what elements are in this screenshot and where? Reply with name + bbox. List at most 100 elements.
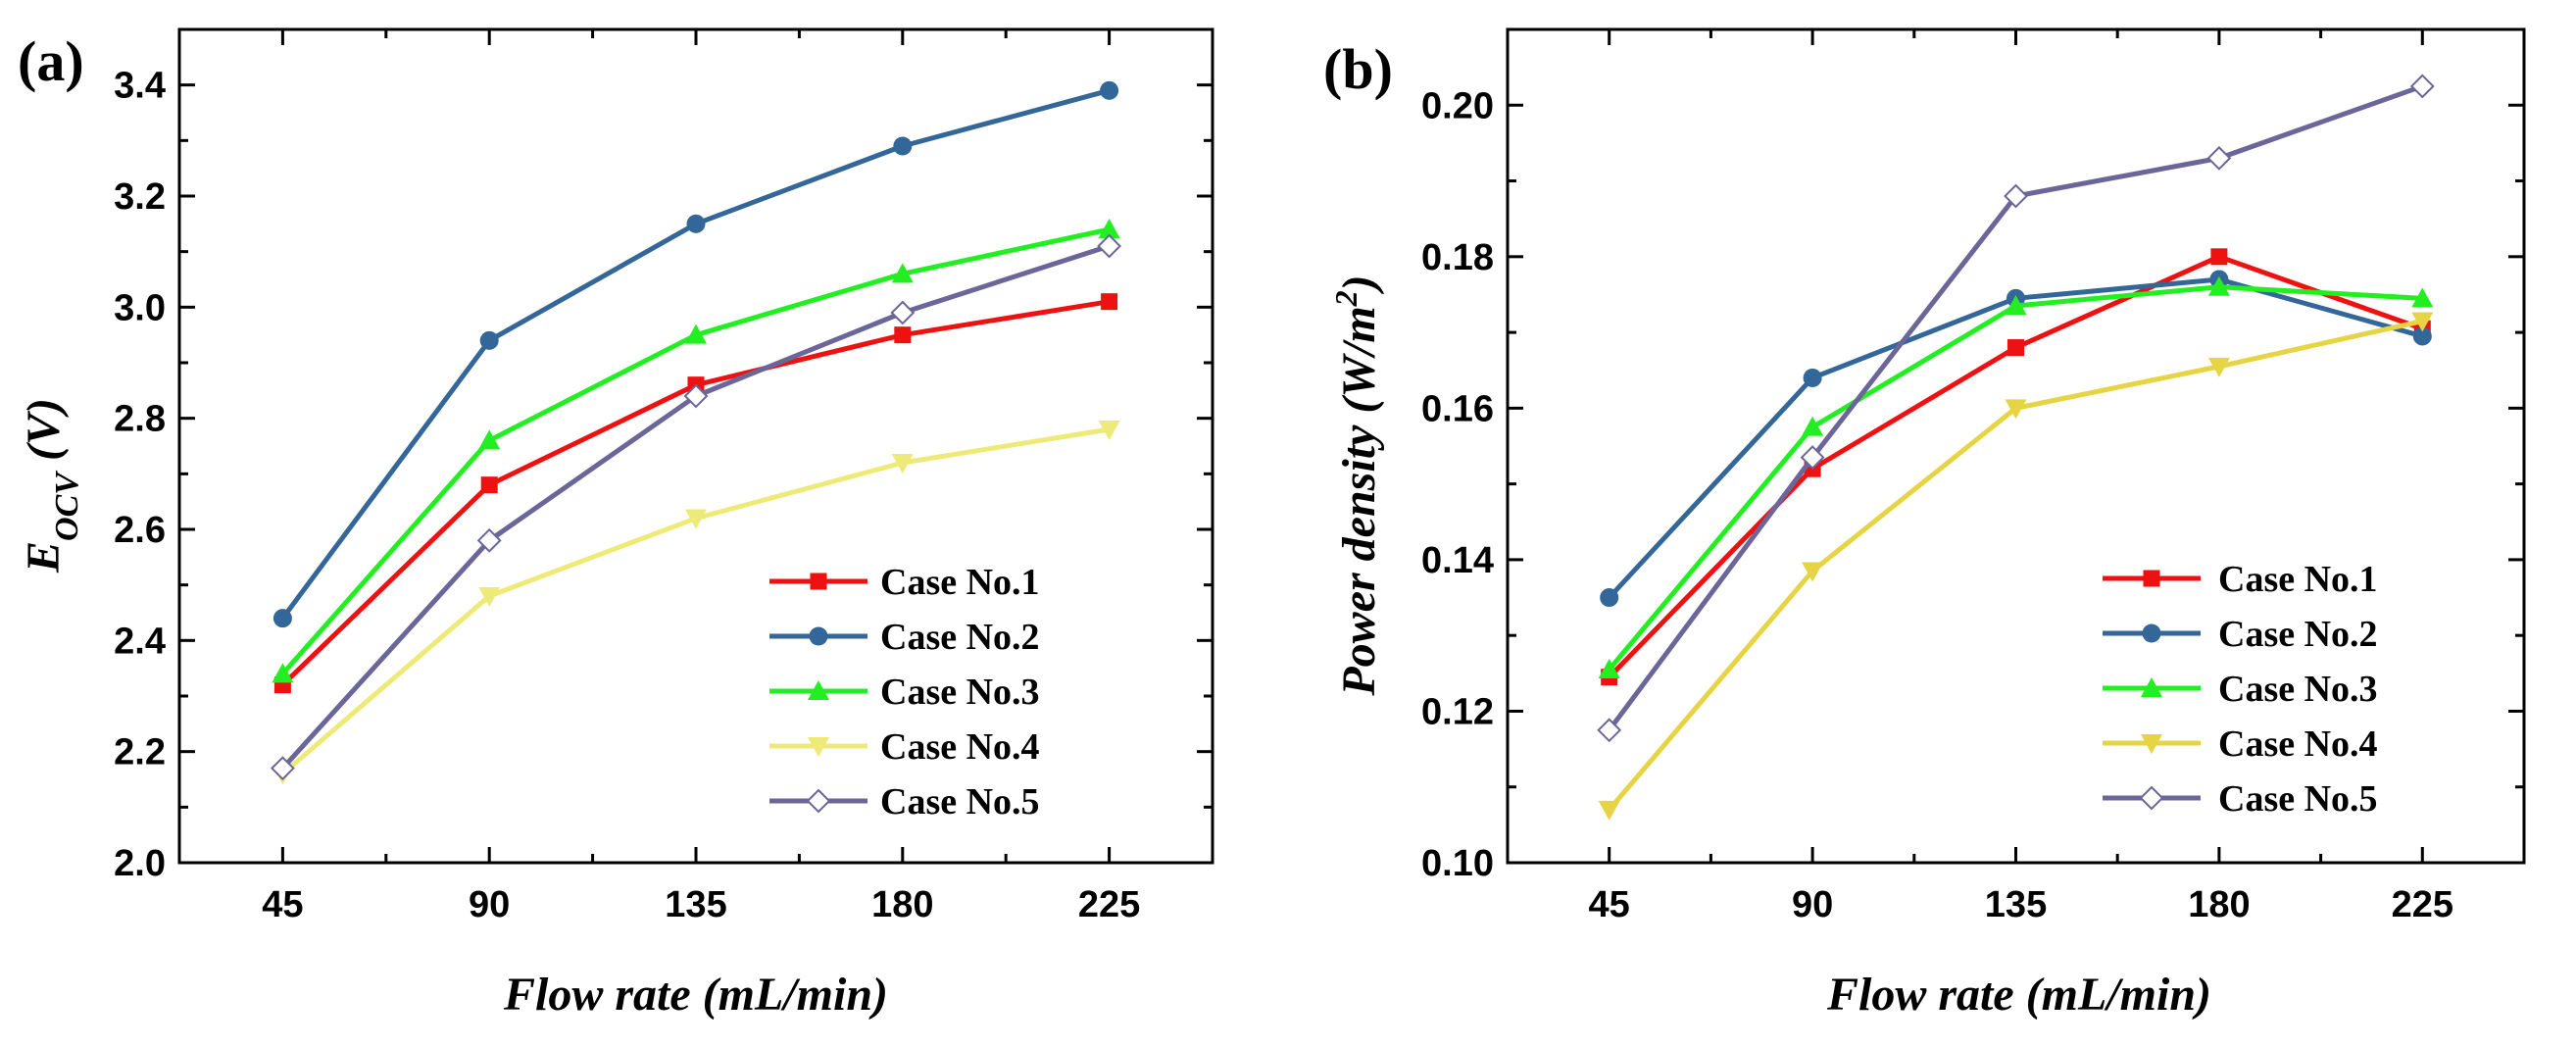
data-point: [893, 136, 913, 156]
x-axis-title: Flow rate (mL/min): [503, 969, 888, 1021]
legend-item: Case No.2: [2103, 614, 2378, 655]
data-point: [479, 330, 499, 350]
legend-marker: [2141, 677, 2162, 697]
legend-item: Case No.2: [769, 617, 1040, 658]
data-point: [2210, 248, 2228, 266]
data-point: [685, 324, 707, 344]
data-point: [2004, 183, 2028, 209]
data-point: [894, 326, 912, 344]
y-tick-label: 0.20: [1421, 85, 1494, 126]
legend-label: Case No.3: [880, 672, 1040, 713]
data-point: [480, 476, 498, 494]
legend-item: Case No.4: [769, 726, 1040, 768]
data-point: [1598, 658, 1620, 678]
x-tick-label: 90: [1792, 884, 1833, 925]
x-tick-label: 45: [262, 884, 303, 925]
data-point: [2207, 357, 2230, 377]
data-point: [1097, 233, 1122, 259]
y-tick-label: 3.0: [114, 287, 166, 328]
data-point: [1100, 80, 1119, 100]
data-point: [272, 663, 294, 683]
data-point: [2207, 275, 2230, 296]
plot-frame: [177, 27, 1214, 865]
legend-marker: [808, 737, 829, 757]
legend-marker: [2139, 785, 2164, 811]
legend-label: Case No.1: [2218, 559, 2378, 600]
data-point: [2005, 295, 2027, 316]
data-point: [1598, 800, 1620, 821]
data-point: [891, 454, 914, 474]
data-point: [1803, 368, 1822, 387]
data-point: [1101, 293, 1118, 311]
data-point: [272, 609, 292, 628]
x-tick-label: 90: [469, 884, 510, 925]
legend-marker: [810, 573, 827, 590]
legend-item: Case No.4: [2103, 723, 2378, 765]
legend-label: Case No.1: [880, 562, 1040, 603]
y-axis-title: Power density (W/m2): [1328, 274, 1385, 696]
x-tick-label: 180: [2188, 884, 2250, 925]
legend-marker: [2142, 623, 2161, 643]
panel-label-b: (b): [1323, 37, 1393, 101]
y-tick-label: 0.10: [1421, 843, 1494, 884]
data-point: [683, 383, 709, 409]
y-tick-label: 3.2: [114, 176, 166, 218]
data-point: [2005, 399, 2027, 420]
legend-item: Case No.5: [2103, 778, 2378, 820]
data-point: [1800, 445, 1825, 471]
y-tick-label: 0.18: [1421, 237, 1494, 278]
y-tick-label: 2.0: [114, 843, 166, 884]
x-tick-label: 180: [871, 884, 933, 925]
data-point: [1802, 562, 1824, 582]
legend-marker: [2143, 570, 2160, 587]
legend-item: Case No.5: [769, 781, 1040, 823]
legend-label: Case No.2: [2218, 614, 2378, 655]
legend-label: Case No.3: [2218, 669, 2378, 710]
series-3: [272, 219, 1120, 683]
x-tick-label: 225: [1078, 884, 1140, 925]
y-axis-title-main: E: [18, 541, 70, 573]
x-tick-label: 135: [665, 884, 726, 925]
data-point: [2412, 326, 2432, 346]
y-axis-title-close: ): [1333, 274, 1385, 294]
data-point: [270, 756, 295, 781]
data-point: [2411, 312, 2434, 332]
legend-label: Case No.5: [880, 781, 1040, 823]
series-2: [272, 80, 1119, 628]
x-tick-label: 45: [1589, 884, 1630, 925]
data-point: [1597, 718, 1622, 743]
panel-label-a: (a): [18, 29, 84, 93]
y-axis-title-unit: (V): [18, 398, 70, 473]
series-line: [280, 87, 1111, 621]
legend-item: Case No.3: [2103, 669, 2378, 710]
series-2: [1600, 270, 2432, 608]
legend-label: Case No.4: [880, 726, 1040, 768]
data-point: [2411, 287, 2434, 308]
x-tick-label: 135: [1985, 884, 2047, 925]
chart-b: 45 90 135 180 225 0.10 0.12 0.14 0.16 0.18 0.20 Flo…: [1328, 27, 2526, 1021]
data-point: [1802, 416, 1824, 436]
legend-item: Case No.3: [769, 672, 1040, 713]
y-tick-label: 0.12: [1421, 691, 1494, 732]
series-5: [270, 233, 1122, 781]
legend-label: Case No.4: [2218, 723, 2378, 765]
y-tick-label: 2.6: [114, 510, 166, 551]
series-4: [1598, 312, 2434, 821]
data-point: [686, 214, 706, 233]
y-tick-label: 3.4: [114, 66, 166, 107]
data-point: [891, 263, 914, 283]
legend-marker: [806, 788, 831, 814]
legend-marker: [808, 680, 829, 700]
y-tick-label: 2.4: [114, 621, 166, 662]
y-tick-label: 0.16: [1421, 388, 1494, 429]
y-axis-title-main: Power density (W/m: [1333, 306, 1385, 696]
legend-label: Case No.2: [880, 617, 1040, 658]
legend-marker: [809, 626, 828, 646]
legend-marker: [2141, 734, 2162, 754]
legend-item: Case No.1: [769, 562, 1040, 603]
data-point: [685, 509, 707, 529]
y-axis-title-sub: OCV: [49, 471, 85, 541]
data-point: [2206, 145, 2232, 171]
legend: Case No.1 Case No.2 Case No.3 Case No.4 Case…: [769, 562, 1040, 823]
